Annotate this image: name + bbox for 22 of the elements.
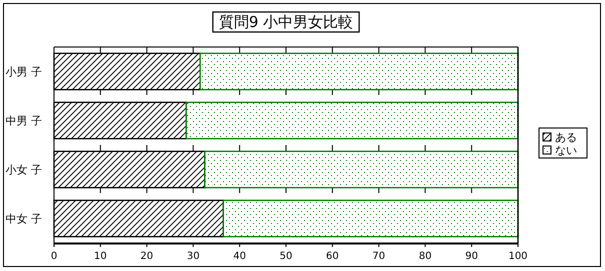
x-tick-label: 90 bbox=[465, 251, 478, 262]
x-tick-label: 50 bbox=[280, 251, 292, 262]
y-tick-label: 中女 子 bbox=[6, 212, 42, 226]
x-tick-label: 100 bbox=[508, 251, 528, 262]
bar bbox=[200, 52, 519, 90]
x-tick-label: 30 bbox=[186, 251, 200, 262]
legend-label: ない bbox=[555, 144, 577, 157]
legend-label: ある bbox=[555, 131, 577, 144]
y-tick-label: 小男 子 bbox=[6, 66, 42, 78]
x-tick-label: 80 bbox=[418, 251, 432, 262]
bar bbox=[222, 200, 519, 238]
bar bbox=[186, 102, 519, 140]
x-tick-label: 10 bbox=[94, 251, 107, 262]
y-tick-label: 中男 子 bbox=[6, 114, 42, 128]
x-tick-label: 60 bbox=[326, 251, 339, 262]
x-tick-label: 0 bbox=[50, 251, 58, 262]
x-tick-label: 20 bbox=[140, 251, 154, 262]
x-tick-label: 40 bbox=[233, 251, 246, 262]
x-tick-label: 70 bbox=[372, 251, 386, 262]
chart-title: 質問9 小中男女比較 bbox=[218, 13, 354, 31]
bar bbox=[204, 150, 519, 188]
y-tick-label: 小女 子 bbox=[6, 164, 42, 176]
